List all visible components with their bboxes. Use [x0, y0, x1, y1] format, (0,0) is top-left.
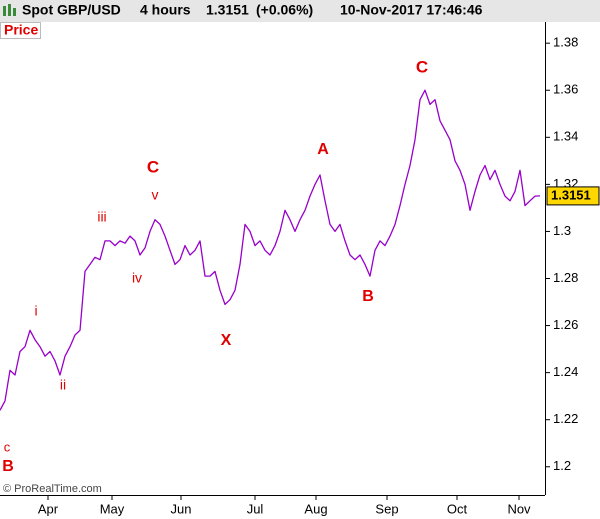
- x-tick-label: Jul: [247, 501, 264, 516]
- timestamp: 10-Nov-2017 17:46:46: [340, 2, 483, 18]
- wave-label: A: [317, 141, 329, 158]
- x-tick-label: Aug: [304, 501, 327, 516]
- wave-label: c: [4, 439, 11, 454]
- x-tick-label: Apr: [38, 501, 59, 516]
- wave-label: C: [147, 157, 159, 176]
- price-line: [0, 89, 541, 411]
- y-tick-label: 1.26: [553, 317, 578, 332]
- x-tick-label: Nov: [507, 501, 531, 516]
- timeframe: 4 hours: [140, 2, 191, 18]
- y-tick-label: 1.2: [553, 458, 571, 473]
- y-tick-label: 1.36: [553, 82, 578, 97]
- wave-label: i: [34, 303, 37, 319]
- credit: © ProRealTime.com: [3, 483, 102, 495]
- header-price: 1.3151: [206, 2, 249, 18]
- y-tick-label: 1.28: [553, 270, 578, 285]
- wave-label: ii: [60, 377, 66, 393]
- instrument: Spot GBP/USD: [22, 2, 121, 18]
- y-tick-label: 1.3: [553, 223, 571, 238]
- header-bar: [0, 0, 600, 22]
- wave-label: iii: [97, 209, 106, 225]
- x-tick-label: Sep: [375, 501, 398, 516]
- icon: [3, 4, 16, 16]
- y-tick-label: 1.24: [553, 364, 578, 379]
- wave-label: X: [221, 332, 232, 349]
- wave-label: C: [416, 57, 428, 76]
- last-price-box: [546, 186, 600, 206]
- y-tick-label: 1.34: [553, 129, 578, 144]
- x-tick-label: Oct: [447, 501, 468, 516]
- wave-label: B: [362, 288, 374, 305]
- y-tick-label: 1.38: [553, 35, 578, 50]
- wave-label: v: [152, 187, 159, 203]
- x-tick-label: May: [100, 501, 125, 516]
- y-tick-label: 1.22: [553, 411, 578, 426]
- x-tick-label: Jun: [171, 501, 192, 516]
- header-change: (+0.06%): [256, 2, 313, 18]
- panel-label: Price: [4, 22, 38, 38]
- panel-label-box: [0, 22, 41, 39]
- wave-label: iv: [132, 270, 142, 286]
- wave-label: B: [2, 458, 14, 475]
- last-price-label: 1.3151: [551, 187, 591, 202]
